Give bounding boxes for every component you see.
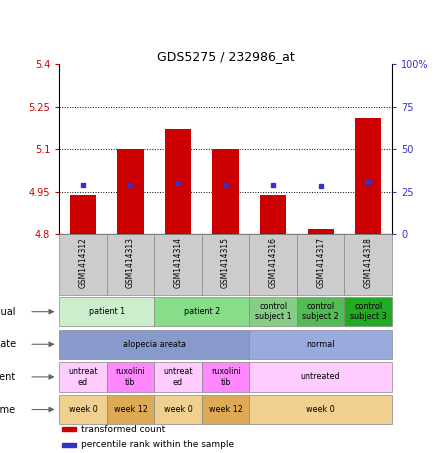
Bar <box>63 443 76 447</box>
Bar <box>307 229 334 234</box>
Bar <box>63 427 76 431</box>
Text: control
subject 2: control subject 2 <box>302 302 339 321</box>
Bar <box>355 118 381 234</box>
Title: GDS5275 / 232986_at: GDS5275 / 232986_at <box>157 50 294 63</box>
Text: GSM1414313: GSM1414313 <box>126 237 135 288</box>
Text: untreat
ed: untreat ed <box>163 367 193 386</box>
Bar <box>344 234 392 295</box>
Text: control
subject 1: control subject 1 <box>255 302 291 321</box>
Text: normal: normal <box>307 340 335 349</box>
Text: week 12: week 12 <box>208 405 243 414</box>
Text: patient 1: patient 1 <box>88 307 125 316</box>
Bar <box>249 362 392 391</box>
Text: transformed count: transformed count <box>81 424 165 434</box>
Text: percentile rank within the sample: percentile rank within the sample <box>81 440 234 449</box>
Bar <box>344 297 392 326</box>
Bar <box>249 395 392 424</box>
Text: week 0: week 0 <box>306 405 335 414</box>
Text: patient 2: patient 2 <box>184 307 220 316</box>
Text: time: time <box>0 405 16 414</box>
Bar <box>70 195 96 234</box>
Text: untreat
ed: untreat ed <box>68 367 98 386</box>
Text: control
subject 3: control subject 3 <box>350 302 387 321</box>
Text: disease state: disease state <box>0 339 16 349</box>
Bar <box>249 234 297 295</box>
Bar <box>297 297 344 326</box>
Bar <box>154 234 202 295</box>
Text: ruxolini
tib: ruxolini tib <box>116 367 145 386</box>
Bar <box>297 234 344 295</box>
Text: GSM1414316: GSM1414316 <box>268 237 278 288</box>
Text: GSM1414315: GSM1414315 <box>221 237 230 288</box>
Text: GSM1414314: GSM1414314 <box>173 237 183 288</box>
Bar <box>59 330 249 359</box>
Bar <box>249 330 392 359</box>
Bar <box>107 395 154 424</box>
Bar <box>154 362 202 391</box>
Bar <box>165 130 191 234</box>
Bar <box>154 297 249 326</box>
Bar <box>59 362 107 391</box>
Bar <box>107 234 154 295</box>
Bar <box>154 395 202 424</box>
Bar <box>212 149 239 234</box>
Text: agent: agent <box>0 372 16 382</box>
Text: ruxolini
tib: ruxolini tib <box>211 367 240 386</box>
Bar <box>202 234 249 295</box>
Text: GSM1414312: GSM1414312 <box>78 237 88 288</box>
Bar <box>202 395 249 424</box>
Text: individual: individual <box>0 307 16 317</box>
Text: GSM1414317: GSM1414317 <box>316 237 325 288</box>
Text: week 12: week 12 <box>113 405 148 414</box>
Bar <box>249 297 297 326</box>
Bar <box>59 297 154 326</box>
Text: GSM1414318: GSM1414318 <box>364 237 373 288</box>
Bar <box>59 234 107 295</box>
Bar <box>202 362 249 391</box>
Bar <box>260 195 286 234</box>
Bar <box>107 362 154 391</box>
Bar <box>117 149 144 234</box>
Text: week 0: week 0 <box>68 405 97 414</box>
Text: week 0: week 0 <box>164 405 192 414</box>
Text: alopecia areata: alopecia areata <box>123 340 186 349</box>
Bar <box>59 395 107 424</box>
Text: untreated: untreated <box>301 372 340 381</box>
